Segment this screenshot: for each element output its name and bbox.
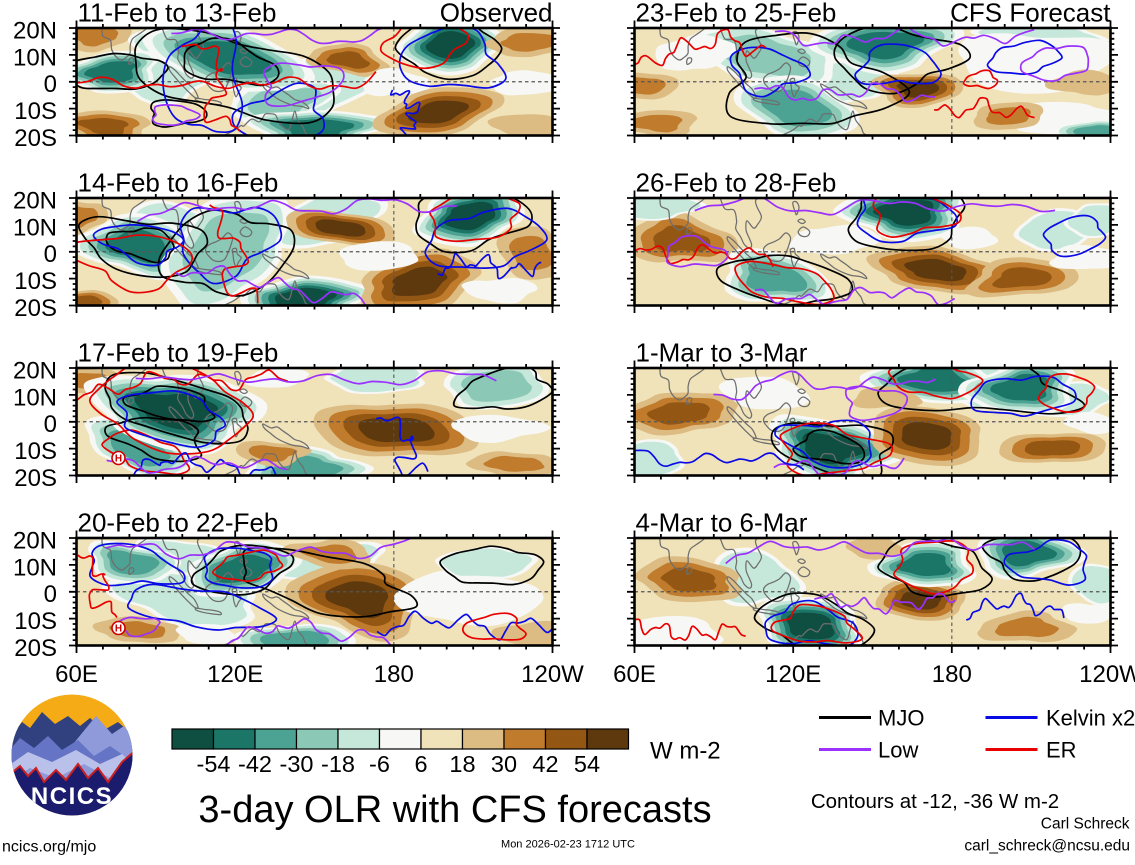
svg-text:Observed: Observed: [440, 0, 553, 28]
svg-text:120E: 120E: [207, 661, 263, 688]
svg-text:10N: 10N: [13, 384, 57, 411]
svg-text:20N: 20N: [13, 18, 57, 45]
svg-text:10S: 10S: [14, 268, 57, 295]
svg-text:W m-2: W m-2: [650, 738, 721, 765]
svg-text:20S: 20S: [14, 125, 57, 152]
svg-text:-6: -6: [369, 751, 390, 777]
svg-text:180: 180: [374, 661, 414, 688]
svg-text:-30: -30: [280, 751, 314, 777]
svg-text:0: 0: [44, 581, 57, 608]
svg-text:10S: 10S: [14, 608, 57, 635]
svg-text:20N: 20N: [13, 358, 57, 385]
svg-text:20S: 20S: [14, 465, 57, 492]
svg-text:26-Feb to 28-Feb: 26-Feb to 28-Feb: [636, 168, 837, 198]
svg-text:NCICS: NCICS: [31, 783, 113, 810]
svg-text:120E: 120E: [765, 661, 821, 688]
svg-text:Contours at -12, -36 W m-2: Contours at -12, -36 W m-2: [811, 790, 1059, 813]
svg-text:H: H: [115, 624, 122, 635]
svg-text:10N: 10N: [13, 554, 57, 581]
svg-text:10S: 10S: [14, 98, 57, 125]
svg-text:120W: 120W: [1079, 661, 1135, 688]
svg-text:H: H: [115, 454, 122, 465]
svg-text:23-Feb to 25-Feb: 23-Feb to 25-Feb: [636, 0, 837, 28]
svg-text:-54: -54: [197, 751, 231, 777]
svg-text:10N: 10N: [13, 214, 57, 241]
svg-text:20S: 20S: [14, 635, 57, 662]
svg-text:10N: 10N: [13, 44, 57, 71]
svg-text:20S: 20S: [14, 295, 57, 322]
svg-text:ER: ER: [1046, 738, 1077, 763]
svg-text:6: 6: [414, 751, 427, 777]
svg-text:MJO: MJO: [878, 706, 924, 731]
svg-text:CFS Forecast: CFS Forecast: [950, 0, 1111, 28]
svg-text:14-Feb to 16-Feb: 14-Feb to 16-Feb: [78, 168, 279, 198]
svg-text:120W: 120W: [521, 661, 584, 688]
svg-text:17-Feb to 19-Feb: 17-Feb to 19-Feb: [78, 338, 279, 368]
svg-text:60E: 60E: [55, 661, 98, 688]
svg-text:4-Mar to 6-Mar: 4-Mar to 6-Mar: [636, 508, 808, 538]
svg-text:1-Mar to 3-Mar: 1-Mar to 3-Mar: [636, 338, 808, 368]
svg-text:-18: -18: [321, 751, 355, 777]
svg-text:42: 42: [532, 751, 558, 777]
svg-text:-42: -42: [238, 751, 272, 777]
svg-text:18: 18: [449, 751, 475, 777]
svg-text:Carl Schreck: Carl Schreck: [1041, 816, 1130, 833]
svg-text:3-day OLR with CFS forecasts: 3-day OLR with CFS forecasts: [198, 789, 711, 831]
svg-text:20N: 20N: [13, 188, 57, 215]
svg-text:0: 0: [44, 411, 57, 438]
svg-text:Kelvin x2: Kelvin x2: [1046, 706, 1135, 731]
svg-text:180: 180: [932, 661, 972, 688]
svg-text:0: 0: [44, 71, 57, 98]
svg-text:11-Feb to 13-Feb: 11-Feb to 13-Feb: [78, 0, 277, 28]
svg-text:ncics.org/mjo: ncics.org/mjo: [2, 839, 96, 856]
svg-text:60E: 60E: [613, 661, 656, 688]
svg-text:20N: 20N: [13, 528, 57, 555]
svg-text:10S: 10S: [14, 438, 57, 465]
svg-text:54: 54: [574, 751, 600, 777]
svg-text:Low: Low: [878, 738, 918, 763]
svg-text:0: 0: [44, 241, 57, 268]
svg-text:30: 30: [491, 751, 517, 777]
svg-text:20-Feb to 22-Feb: 20-Feb to 22-Feb: [78, 508, 279, 538]
svg-text:Mon 2026-02-23 1712 UTC: Mon 2026-02-23 1712 UTC: [501, 839, 635, 851]
svg-text:carl_schreck@ncsu.edu: carl_schreck@ncsu.edu: [964, 838, 1130, 855]
